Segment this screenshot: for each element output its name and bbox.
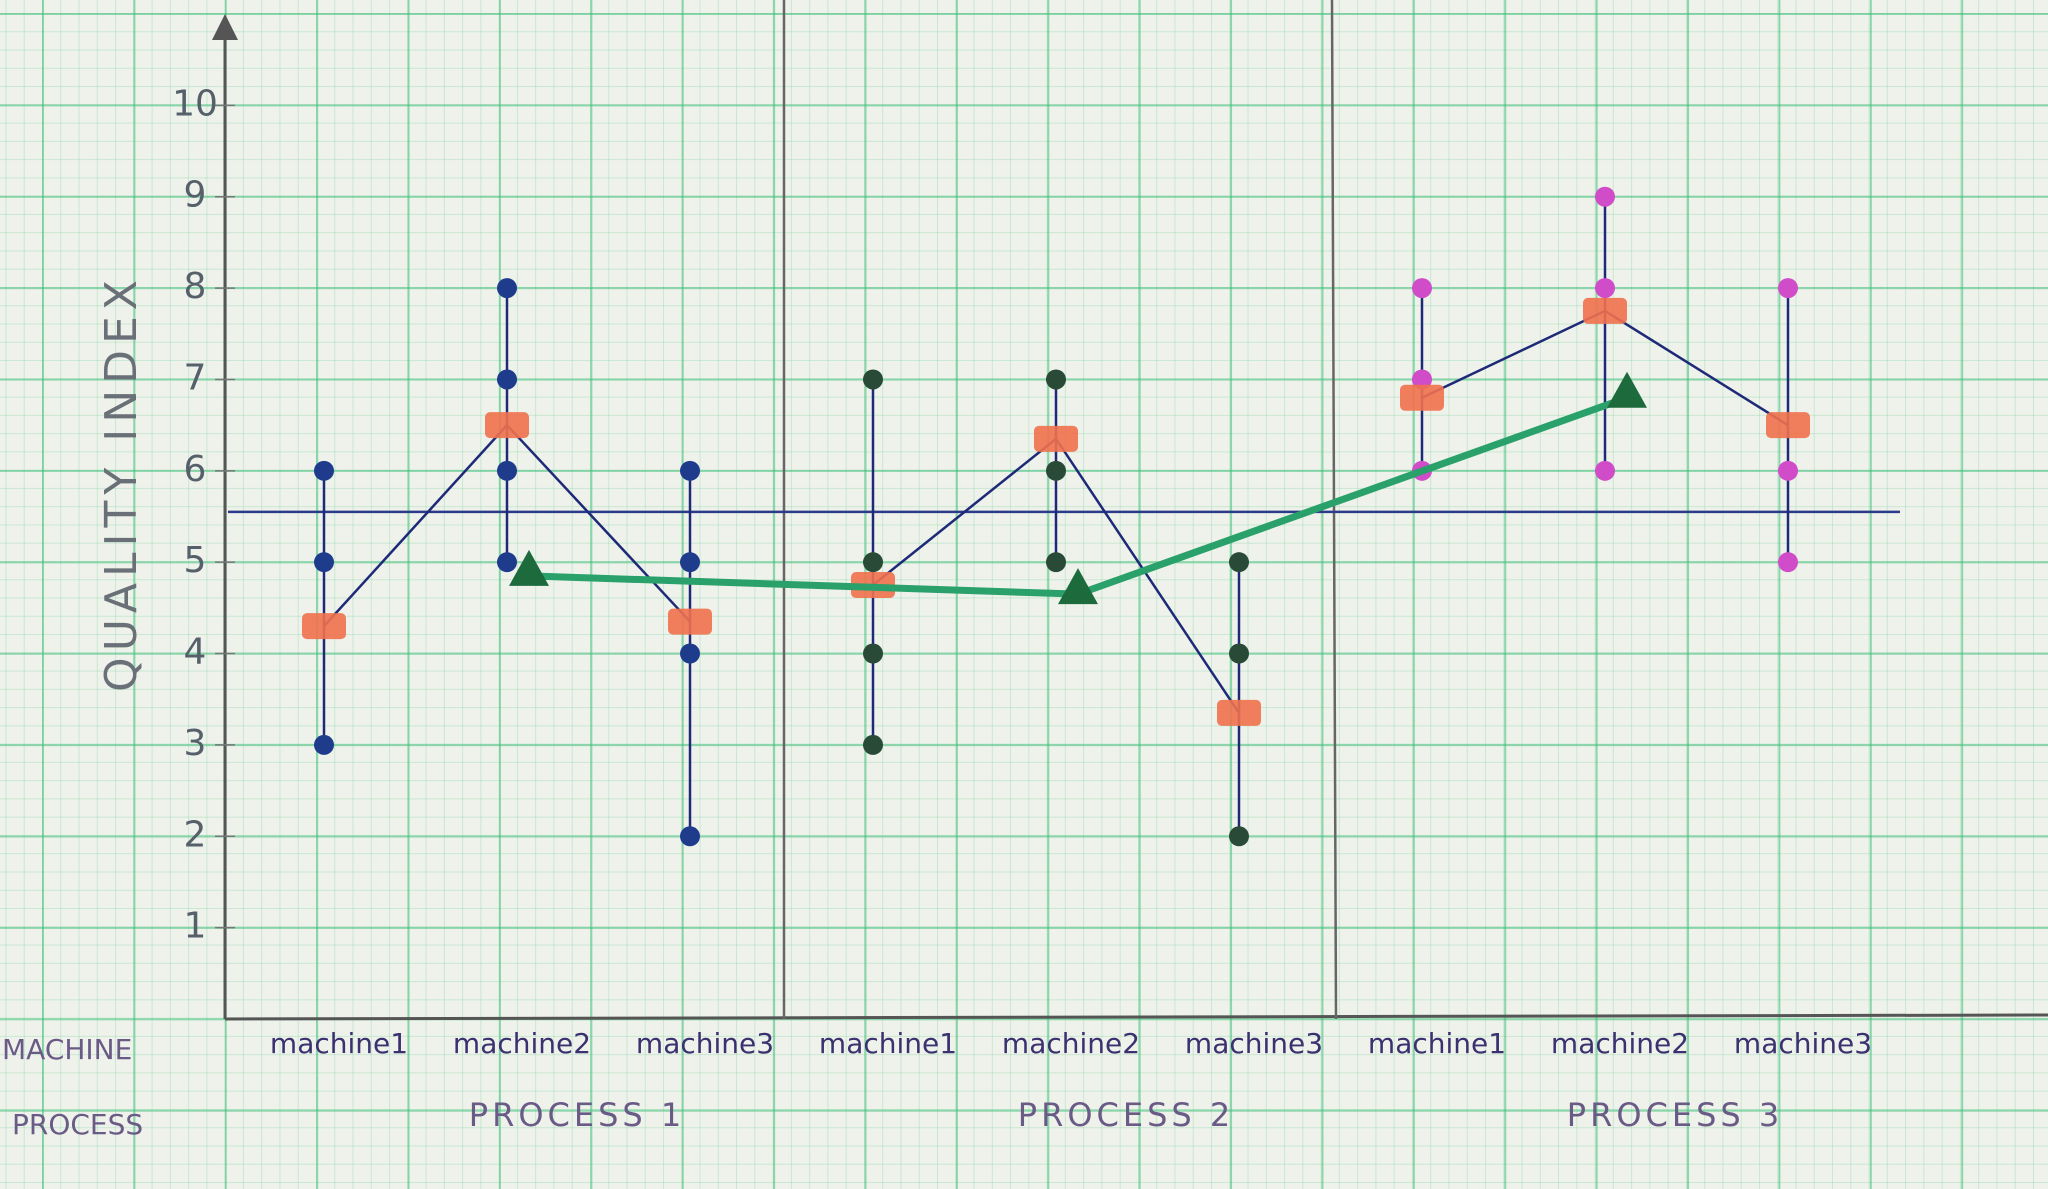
y-axis-label: QUALITY INDEX xyxy=(96,274,147,692)
data-point xyxy=(863,369,883,390)
data-point xyxy=(1046,552,1066,573)
data-point xyxy=(1229,643,1249,664)
data-point xyxy=(680,460,700,481)
process-mean xyxy=(1607,371,1647,408)
machine-mean xyxy=(1034,425,1078,452)
data-point xyxy=(680,552,700,573)
machine-mean xyxy=(485,412,529,439)
data-point xyxy=(1412,278,1432,299)
y-tick-label: 8 xyxy=(184,266,207,307)
data-point xyxy=(1412,369,1432,390)
data-point xyxy=(314,734,334,755)
y-tick-label: 1 xyxy=(184,906,207,947)
process-label: PROCESS 3 xyxy=(1567,1096,1783,1134)
data-point xyxy=(497,460,517,481)
y-tick-label: 5 xyxy=(184,540,207,581)
machine-mean xyxy=(1766,412,1810,439)
y-tick-label: 2 xyxy=(184,814,207,855)
data-point xyxy=(497,278,517,299)
machine-label: machine2 xyxy=(1551,1027,1689,1060)
data-point xyxy=(1778,552,1798,573)
data-point xyxy=(680,643,700,664)
data-point xyxy=(1046,369,1066,390)
machine-mean xyxy=(1583,297,1627,324)
y-tick-label: 4 xyxy=(184,632,207,673)
data-point xyxy=(863,643,883,664)
process-divider xyxy=(1330,0,1338,1020)
y-axis-arrow xyxy=(212,14,238,40)
row-label: PROCESS xyxy=(12,1108,143,1141)
data-point xyxy=(1046,460,1066,481)
y-tick-label: 7 xyxy=(184,357,207,398)
data-point xyxy=(1778,460,1798,481)
data-point xyxy=(680,826,700,847)
data-point xyxy=(1229,552,1249,573)
data-point xyxy=(1595,186,1615,207)
data-point xyxy=(1595,278,1615,299)
data-point xyxy=(1778,278,1798,299)
machine-label: machine1 xyxy=(819,1027,957,1060)
y-tick-label: 10 xyxy=(172,83,218,124)
process-label: PROCESS 1 xyxy=(469,1096,685,1134)
machine-label: machine1 xyxy=(270,1027,408,1060)
machine-mean xyxy=(668,608,712,635)
data-point xyxy=(1595,460,1615,481)
y-tick-label: 6 xyxy=(184,449,207,490)
machine-mean xyxy=(302,613,346,640)
data-point xyxy=(863,552,883,573)
machine-label: machine3 xyxy=(636,1027,774,1060)
data-point xyxy=(497,552,517,573)
machine-label: machine2 xyxy=(1002,1027,1140,1060)
machine-mean xyxy=(1400,384,1444,411)
x-axis xyxy=(224,1013,2048,1021)
data-point xyxy=(497,369,517,390)
machine-label: machine3 xyxy=(1734,1027,1872,1060)
process-label: PROCESS 2 xyxy=(1018,1096,1234,1134)
machine-label: machine1 xyxy=(1368,1027,1506,1060)
process-mean xyxy=(509,549,549,586)
process-mean xyxy=(1058,568,1098,605)
machine-label: machine2 xyxy=(453,1027,591,1060)
data-point xyxy=(1229,826,1249,847)
y-tick-label: 3 xyxy=(184,723,207,764)
row-label: MACHINE xyxy=(2,1033,132,1066)
y-tick-label: 9 xyxy=(184,175,207,216)
machine-mean xyxy=(1217,699,1261,726)
data-point xyxy=(314,552,334,573)
data-point xyxy=(863,734,883,755)
data-point xyxy=(314,460,334,481)
machine-label: machine3 xyxy=(1185,1027,1323,1060)
